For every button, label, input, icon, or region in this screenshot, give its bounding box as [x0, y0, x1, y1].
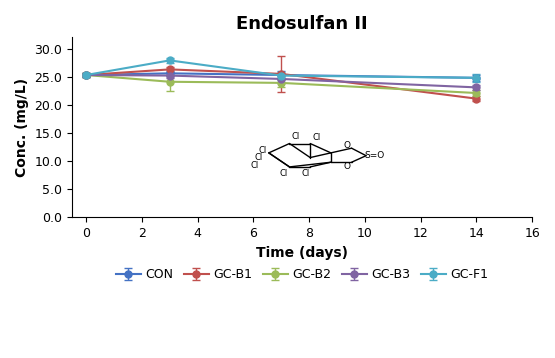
Legend: CON, GC-B1, GC-B2, GC-B3, GC-F1: CON, GC-B1, GC-B2, GC-B3, GC-F1: [110, 263, 493, 286]
Title: Endosulfan II: Endosulfan II: [236, 15, 368, 33]
Y-axis label: Conc. (mg/L): Conc. (mg/L): [15, 78, 29, 177]
X-axis label: Time (days): Time (days): [256, 246, 348, 260]
